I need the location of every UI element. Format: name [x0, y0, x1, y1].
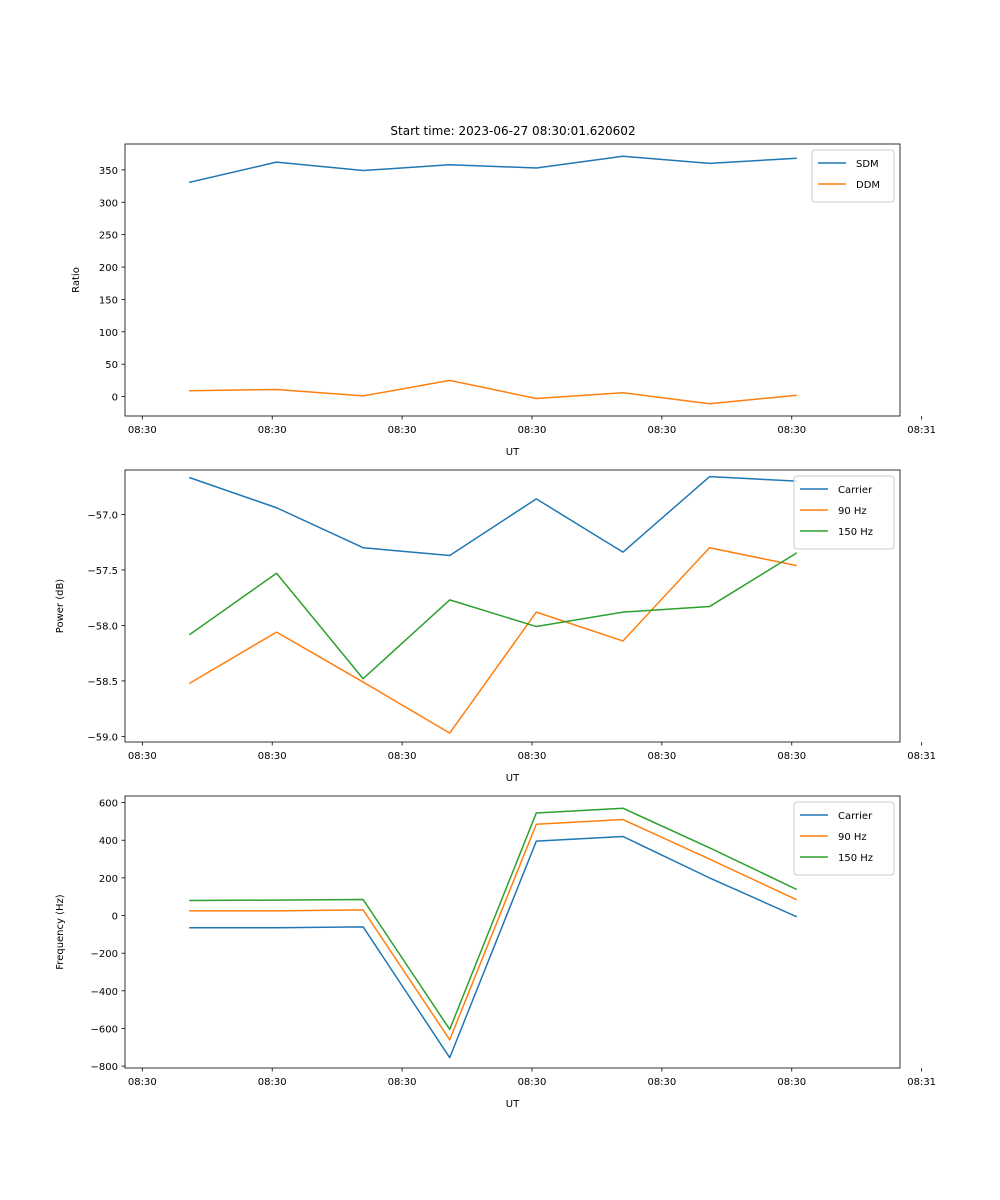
x-tick-label: 08:30	[258, 425, 287, 436]
subplots: 08:30 08:30 08:30 08:30 08:30 08:30 08:31 0 50 10…	[55, 143, 936, 1110]
axes-frame	[124, 469, 901, 743]
y-tick-label: 100	[99, 328, 118, 339]
y-tick-label: −800	[91, 1062, 118, 1073]
legend-label: 150 Hz	[838, 853, 873, 864]
legend: Carrier 90 Hz 150 Hz	[793, 475, 895, 550]
y-tick-label: 250	[99, 231, 118, 242]
series-line-2	[189, 379, 797, 405]
subplot-2: 08:30 08:30 08:30 08:30 08:30 08:30 08:31 −59.0…	[55, 469, 936, 784]
x-tick-label: 08:30	[518, 425, 547, 436]
y-tick-label: 0	[112, 393, 118, 404]
subplot-1: 08:30 08:30 08:30 08:30 08:30 08:30 08:31 0 50 10…	[71, 143, 936, 458]
x-tick-label: 08:30	[128, 751, 157, 762]
x-tick-label: 08:30	[647, 751, 676, 762]
series-line-1	[188, 475, 797, 557]
legend-label: Carrier	[838, 811, 873, 822]
y-tick-label: 200	[99, 263, 118, 274]
axes-frame	[124, 143, 901, 417]
x-tick-label: 08:30	[777, 425, 806, 436]
y-tick-label: −600	[91, 1024, 118, 1035]
x-tick-label: 08:30	[128, 1077, 157, 1088]
x-axis-label: UT	[506, 773, 520, 784]
x-tick-label: 08:30	[388, 425, 417, 436]
axes-frame	[124, 795, 901, 1069]
y-tick-label: −57.5	[87, 566, 118, 577]
legend: SDM DDM	[811, 149, 895, 203]
y-tick-label: 350	[99, 166, 118, 177]
x-tick-label: 08:30	[647, 425, 676, 436]
x-tick-label: 08:31	[907, 751, 936, 762]
legend-label: 150 Hz	[838, 527, 873, 538]
x-tick-label: 08:30	[647, 1077, 676, 1088]
legend-label: 90 Hz	[838, 506, 867, 517]
y-tick-label: 150	[99, 295, 118, 306]
x-tick-label: 08:30	[388, 751, 417, 762]
legend-label: DDM	[856, 180, 880, 191]
legend-label: SDM	[856, 159, 879, 170]
y-tick-label: −57.0	[87, 510, 118, 521]
x-tick-label: 08:31	[907, 425, 936, 436]
y-tick-label: −58.0	[87, 621, 118, 632]
x-axis-label: UT	[506, 1099, 520, 1110]
y-tick-label: −58.5	[87, 677, 118, 688]
y-tick-label: 50	[105, 360, 118, 371]
subplot-3: 08:30 08:30 08:30 08:30 08:30 08:30 08:31 −800 −…	[55, 795, 936, 1110]
x-tick-label: 08:30	[518, 751, 547, 762]
y-tick-label: −59.0	[87, 732, 118, 743]
series-line-2	[188, 546, 797, 734]
x-tick-label: 08:31	[907, 1077, 936, 1088]
x-tick-label: 08:30	[258, 751, 287, 762]
series-line-3	[188, 552, 798, 680]
y-tick-label: 600	[99, 799, 118, 810]
legend-box	[811, 149, 895, 203]
figure-title: Start time: 2023-06-27 08:30:01.620602	[390, 124, 635, 138]
y-axis-label: Frequency (Hz)	[55, 894, 66, 970]
x-axis-label: UT	[506, 447, 520, 458]
x-tick-label: 08:30	[777, 751, 806, 762]
x-tick-label: 08:30	[128, 425, 157, 436]
y-tick-label: 400	[99, 836, 118, 847]
series-line-1	[189, 155, 797, 184]
y-tick-label: 300	[99, 198, 118, 209]
series-line-2	[189, 818, 798, 1041]
x-tick-label: 08:30	[777, 1077, 806, 1088]
legend-label: 90 Hz	[838, 832, 867, 843]
x-tick-label: 08:30	[518, 1077, 547, 1088]
x-tick-label: 08:30	[388, 1077, 417, 1088]
series-line-1	[189, 835, 798, 1059]
x-tick-label: 08:30	[258, 1077, 287, 1088]
series-line-3	[189, 807, 798, 1031]
y-axis-label: Ratio	[71, 267, 82, 293]
legend-label: Carrier	[838, 485, 873, 496]
y-tick-label: −400	[91, 987, 118, 998]
y-tick-label: 0	[112, 912, 118, 923]
y-tick-label: 200	[99, 874, 118, 885]
y-tick-label: −200	[91, 949, 118, 960]
y-axis-label: Power (dB)	[55, 579, 66, 634]
legend: Carrier 90 Hz 150 Hz	[793, 801, 895, 876]
